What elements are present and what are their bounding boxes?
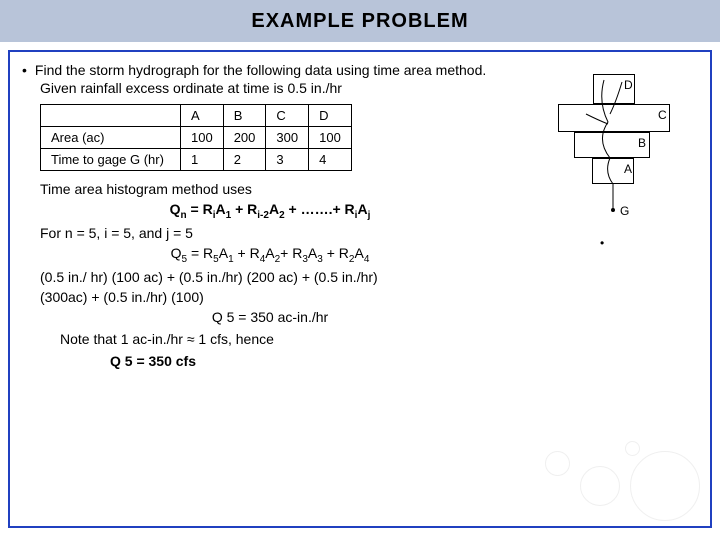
cell: 4 — [309, 149, 352, 171]
equation-qn: Qn = RiA1 + Ri-2A2 + …….+ RiAj — [22, 201, 518, 221]
bubble-icon — [625, 441, 640, 456]
label-g: G — [620, 204, 629, 218]
header-title: EXAMPLE PROBLEM — [251, 10, 468, 33]
bullet-icon: • — [22, 62, 27, 78]
cell: 3 — [266, 149, 309, 171]
calc-line-1: (0.5 in./ hr) (100 ac) + (0.5 in./hr) (2… — [40, 269, 518, 285]
watershed-diagram: D C B A G • — [538, 62, 688, 262]
left-column: • Find the storm hydrograph for the follo… — [22, 62, 518, 369]
calc-line-2: (300ac) + (0.5 in./hr) (100) — [40, 289, 518, 305]
equation-q5: Q5 = R5A1 + R4A2+ R3A3 + R2A4 — [22, 245, 518, 265]
for-line: For n = 5, i = 5, and j = 5 — [40, 225, 518, 241]
cell: 100 — [309, 127, 352, 149]
decorative-bubbles — [410, 406, 710, 526]
table-header-blank — [41, 105, 181, 127]
cell: 100 — [181, 127, 224, 149]
content-box: • Find the storm hydrograph for the follo… — [8, 50, 712, 528]
cell: 2 — [223, 149, 266, 171]
problem-line-1: • Find the storm hydrograph for the follo… — [22, 62, 518, 78]
table-header-b: B — [223, 105, 266, 127]
method-intro: Time area histogram method uses — [40, 181, 518, 197]
table-header-d: D — [309, 105, 352, 127]
right-column: D C B A G • — [538, 62, 698, 369]
problem-text-1: Find the storm hydrograph for the follow… — [35, 62, 486, 78]
main-layout: • Find the storm hydrograph for the follo… — [22, 62, 698, 369]
table-header-row: A B C D — [41, 105, 352, 127]
result-ac-in: Q 5 = 350 ac-in./hr — [22, 309, 518, 325]
note-line: Note that 1 ac-in./hr ≈ 1 cfs, hence — [60, 331, 518, 347]
cell: 1 — [181, 149, 224, 171]
cell: 300 — [266, 127, 309, 149]
table-header-a: A — [181, 105, 224, 127]
table-row: Time to gage G (hr) 1 2 3 4 — [41, 149, 352, 171]
right-bullet-icon: • — [600, 236, 604, 250]
data-table: A B C D Area (ac) 100 200 300 100 Time t… — [40, 104, 352, 171]
final-result: Q 5 = 350 cfs — [110, 353, 518, 369]
stream-lines-icon — [538, 62, 688, 262]
row-label: Time to gage G (hr) — [41, 149, 181, 171]
bubble-icon — [630, 451, 700, 521]
row-label: Area (ac) — [41, 127, 181, 149]
table-header-c: C — [266, 105, 309, 127]
cell: 200 — [223, 127, 266, 149]
problem-line-2: Given rainfall excess ordinate at time i… — [40, 80, 518, 96]
table-row: Area (ac) 100 200 300 100 — [41, 127, 352, 149]
slide-header: EXAMPLE PROBLEM — [0, 0, 720, 42]
bubble-icon — [545, 451, 570, 476]
bubble-icon — [580, 466, 620, 506]
